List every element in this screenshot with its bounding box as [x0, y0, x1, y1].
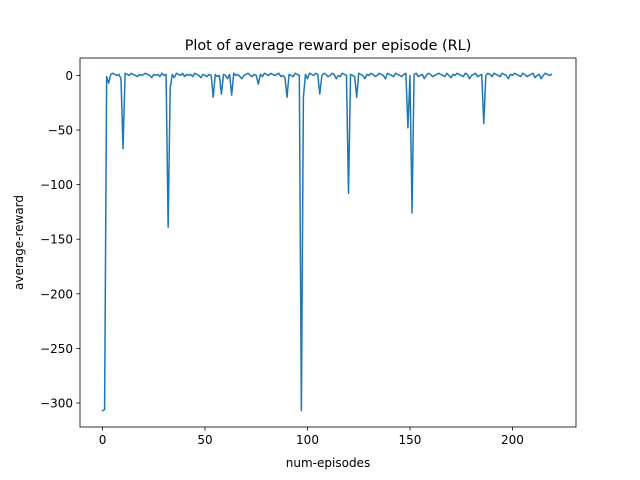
y-tick-label: −200 [40, 287, 73, 301]
y-tick-label: −100 [40, 178, 73, 192]
plot-area-frame [79, 57, 577, 428]
y-tick-label: −250 [40, 342, 73, 356]
y-tick-label: −300 [40, 396, 73, 410]
x-axis: 0 50 100 150 200 [99, 427, 524, 447]
y-tick-label: −150 [40, 233, 73, 247]
x-tick-label: 100 [296, 433, 319, 447]
y-axis: 0 −50 −100 −150 −200 −250 −300 [40, 69, 80, 410]
x-tick-label: 0 [99, 433, 107, 447]
x-tick-label: 50 [197, 433, 212, 447]
y-axis-label: average-reward [12, 195, 26, 290]
x-tick-label: 200 [501, 433, 524, 447]
y-tick-label: 0 [65, 69, 73, 83]
series-line [101, 72, 553, 412]
x-tick-label: 150 [399, 433, 422, 447]
y-tick-label: −50 [48, 124, 73, 138]
x-axis-label: num-episodes [286, 456, 370, 470]
chart-title: Plot of average reward per episode (RL) [185, 38, 472, 54]
